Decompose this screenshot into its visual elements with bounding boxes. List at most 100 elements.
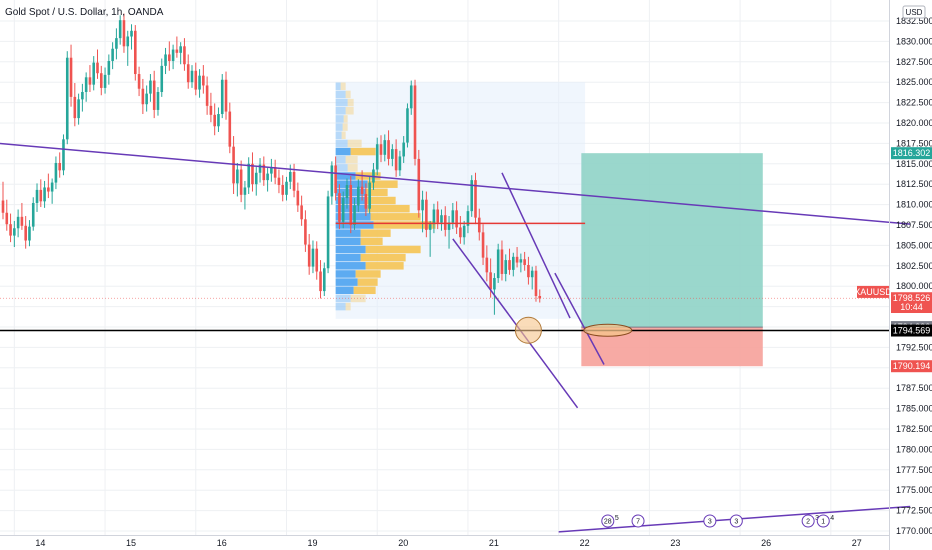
candle-body <box>205 85 209 106</box>
candle-body <box>84 77 88 92</box>
channel-line-bottom[interactable] <box>452 238 579 409</box>
candle-body <box>65 57 69 140</box>
candle-body <box>523 259 526 265</box>
vp-row-sell <box>370 213 421 221</box>
vp-row-buy <box>335 237 361 246</box>
y-tick-label: 1825.000 <box>896 77 932 87</box>
vp-row-buy <box>335 262 366 270</box>
vp-row-buy <box>335 82 341 91</box>
candle-body <box>39 189 43 202</box>
event-flag-icon[interactable] <box>801 514 815 528</box>
vp-row-buy <box>335 98 348 107</box>
candle-body <box>538 295 542 299</box>
target-zone[interactable] <box>581 153 763 328</box>
candle-body <box>474 180 477 218</box>
candle-body <box>496 249 500 279</box>
candle-body <box>341 198 345 222</box>
y-tick-label: 1810.000 <box>896 200 932 210</box>
price-tag-label: 10:44 <box>900 302 923 312</box>
candle-body <box>43 187 46 202</box>
candle-body <box>115 38 118 49</box>
event-flag-icon[interactable] <box>703 514 717 528</box>
vp-row-sell <box>341 131 346 139</box>
candle-body <box>436 209 439 223</box>
event-label: 3 <box>734 519 738 526</box>
trendline-upper[interactable] <box>0 142 911 225</box>
vp-row-sell <box>365 188 388 197</box>
candle-body <box>239 169 243 195</box>
event-label: 2 <box>806 519 810 526</box>
candle-body <box>122 20 126 47</box>
price-tag-label: 1790.194 <box>893 361 931 371</box>
vp-row-sell <box>345 155 358 164</box>
candle-body <box>77 99 80 119</box>
candle-body <box>375 144 379 170</box>
y-tick-label: 1827.500 <box>896 57 932 67</box>
candle-body <box>296 190 300 206</box>
candle-body <box>202 75 205 86</box>
candle-body <box>489 272 492 290</box>
candle-body <box>9 224 12 236</box>
vp-row-buy <box>335 180 368 188</box>
event-count: 5 <box>615 515 619 522</box>
price-tag-label: 1794.569 <box>893 326 931 336</box>
highlight-ellipse-entry[interactable] <box>583 323 633 337</box>
y-tick-label: 1792.500 <box>896 342 932 352</box>
vp-row-buy <box>335 123 343 131</box>
candle-body <box>443 215 447 230</box>
candle-body <box>35 189 39 203</box>
candle-series <box>1 13 542 315</box>
candle-body <box>481 232 485 258</box>
vp-row-sell <box>367 204 410 213</box>
event-flag-icon[interactable] <box>631 514 645 528</box>
vp-row-sell <box>360 253 406 262</box>
vp-row-buy <box>335 155 346 164</box>
candle-body <box>504 260 508 274</box>
event-flag-icon[interactable] <box>816 514 830 528</box>
vp-row-buy <box>335 294 351 303</box>
candle-body <box>459 227 462 238</box>
candle-body <box>466 211 470 226</box>
vp-row-sell <box>365 245 421 254</box>
candle-body <box>118 20 122 39</box>
y-tick-label: 1780.000 <box>896 444 932 454</box>
y-tick-label: 1782.500 <box>896 424 932 434</box>
vp-row-buy <box>335 172 356 180</box>
candle-body <box>462 225 466 238</box>
candle-body <box>357 186 360 206</box>
vp-row-sell <box>345 107 354 115</box>
time-axis[interactable]: 14 15 16 19 20 21 22 23 26 27 <box>35 538 861 548</box>
channel-line-short[interactable] <box>554 272 605 365</box>
candle-body <box>353 205 356 225</box>
event-flag-icon[interactable] <box>729 514 743 528</box>
candle-body <box>152 80 156 110</box>
channel-line-top[interactable] <box>501 172 571 319</box>
candle-body <box>266 173 269 181</box>
y-tick-label: 1817.500 <box>896 138 932 148</box>
candle-body <box>198 75 201 90</box>
currency-button[interactable]: USD <box>902 5 926 19</box>
price-tag-label: XAUUSD <box>854 287 892 297</box>
candle-body <box>194 70 198 90</box>
event-flag-icon[interactable] <box>601 514 615 528</box>
candle-body <box>24 225 27 241</box>
vp-row-buy <box>335 213 371 221</box>
y-tick-label: 1815.000 <box>896 159 932 169</box>
candle-body <box>99 73 103 88</box>
candle-body <box>534 270 538 296</box>
candle-body <box>470 180 474 212</box>
economic-events[interactable]: 28 5 7 3 3 2 3 1 4 <box>601 514 835 528</box>
event-label: 7 <box>636 519 640 526</box>
candle-body <box>428 224 432 230</box>
x-tick-label: 26 <box>761 538 771 548</box>
candle-body <box>281 185 285 195</box>
candle-body <box>387 140 390 159</box>
volume-profile <box>335 82 586 319</box>
candle-body <box>236 169 239 184</box>
vp-row-sell <box>365 262 404 270</box>
candle-body <box>447 222 451 230</box>
highlight-circle-low[interactable] <box>514 316 542 344</box>
candle-body <box>217 114 220 127</box>
vp-row-buy <box>335 115 344 123</box>
